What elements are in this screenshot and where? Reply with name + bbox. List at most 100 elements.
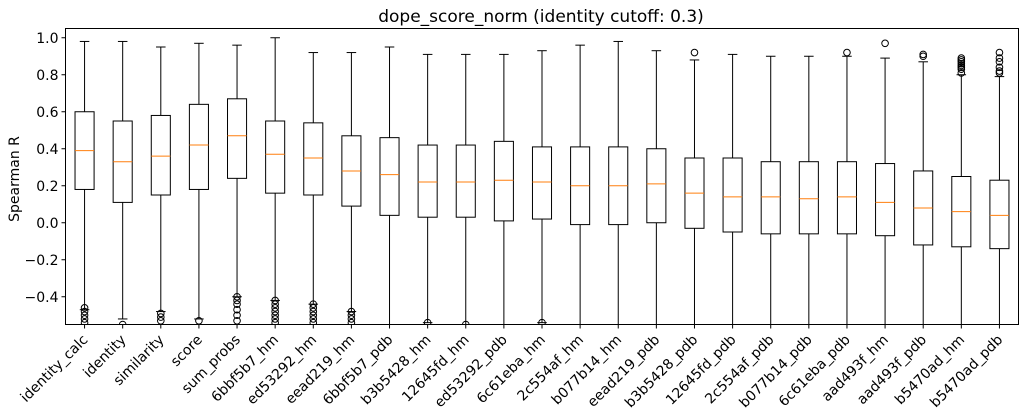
outlier-point (271, 318, 279, 325)
outlier-point (118, 320, 127, 325)
outlier-point (157, 309, 165, 318)
box-iqr (760, 161, 781, 235)
box-iqr (417, 144, 438, 218)
box-iqr (379, 137, 400, 216)
box-b3b5428_hm (417, 53, 438, 325)
box-iqr (227, 98, 248, 179)
outlier-point (919, 50, 928, 59)
box-score (188, 42, 209, 325)
plot-frame (65, 28, 1019, 325)
box-similarity (150, 46, 171, 325)
outlier-point (957, 54, 966, 62)
box-ed53292_hm (303, 52, 324, 325)
outlier-point (995, 54, 1004, 62)
outlier-point (80, 307, 89, 316)
box-identity_calc (74, 40, 95, 325)
box-iqr (646, 148, 667, 224)
outlier-point (80, 315, 89, 323)
box-6bbf5b7_hm (265, 37, 286, 325)
outlier-point (80, 318, 89, 325)
y-tick-label: 0.0 (36, 216, 58, 232)
outlier-point (233, 311, 241, 320)
box-b077b14_pdb (798, 55, 819, 325)
box-iqr (722, 157, 743, 233)
box-iqr (798, 161, 819, 235)
y-tick-label: −0.4 (25, 290, 59, 306)
outlier-point (271, 300, 279, 308)
outlier-point (690, 48, 699, 57)
outlier-point (843, 48, 851, 57)
box-b5470ad_pdb (989, 48, 1010, 325)
outlier-point (347, 311, 356, 320)
outlier-point (80, 311, 89, 320)
box-b5470ad_hm (951, 54, 972, 325)
outlier-point (233, 292, 241, 301)
box-iqr (265, 120, 286, 194)
box-2c554af_pdb (760, 55, 781, 325)
outlier-point (80, 304, 89, 312)
y-axis-label: Spearman R (7, 136, 23, 222)
box-iqr (875, 163, 896, 237)
outlier-point (233, 305, 241, 314)
box-eead219_hm (341, 52, 362, 325)
box-iqr (188, 103, 209, 190)
outlier-point (157, 313, 165, 321)
outlier-point (347, 307, 356, 316)
outlier-point (347, 318, 356, 325)
outlier-point (309, 300, 318, 308)
box-sum_probs (227, 44, 248, 325)
box-6c61eba_pdb (836, 48, 857, 325)
box-iqr (493, 140, 514, 222)
box-iqr (150, 114, 171, 196)
outlier-point (881, 39, 889, 48)
outlier-point (995, 58, 1004, 66)
box-12645fd_hm (455, 53, 476, 325)
box-iqr (455, 144, 476, 218)
outlier-point (309, 311, 318, 320)
outlier-point (309, 307, 318, 316)
plot-area: −0.4−0.20.00.20.40.60.81.0identity_calci… (18, 31, 1010, 411)
outlier-point (271, 304, 279, 312)
box-12645fd_pdb (722, 53, 743, 325)
y-tick-label: −0.2 (25, 253, 59, 269)
outlier-point (957, 69, 966, 77)
outlier-point (309, 315, 318, 323)
box-b077b14_hm (608, 40, 629, 325)
outlier-point (538, 318, 546, 325)
y-tick-label: 0.2 (36, 179, 58, 195)
outlier-point (271, 311, 279, 320)
chart-title: dope_score_norm (identity cutoff: 0.3) (378, 7, 704, 27)
outlier-point (309, 318, 318, 325)
outlier-point (995, 67, 1004, 75)
outlier-point (423, 318, 432, 325)
outlier-point (271, 315, 279, 323)
outlier-point (233, 300, 241, 308)
box-6bbf5b7_pdb (379, 46, 400, 325)
box-iqr (989, 179, 1010, 250)
box-b3b5428_pdb (684, 48, 705, 325)
y-tick-label: 0.8 (36, 68, 58, 84)
y-tick-label: 0.4 (36, 142, 58, 158)
outlier-point (995, 63, 1004, 72)
outlier-point (995, 48, 1004, 57)
box-iqr (303, 122, 324, 196)
box-aad493f_hm (875, 39, 896, 325)
outlier-point (271, 307, 279, 316)
outlier-point (347, 315, 356, 323)
outlier-point (233, 296, 241, 305)
y-tick-label: 0.6 (36, 105, 58, 121)
box-2c554af_hm (570, 44, 591, 325)
box-6c61eba_hm (531, 50, 553, 325)
box-aad493f_pdb (913, 50, 934, 325)
box-eead219_pdb (646, 50, 667, 325)
box-identity (112, 40, 133, 325)
box-iqr (531, 146, 553, 220)
y-tick-label: 1.0 (36, 31, 58, 47)
box-ed53292_pdb (493, 53, 514, 325)
outlier-point (309, 304, 318, 312)
box-iqr (836, 161, 857, 235)
outlier-point (271, 296, 279, 305)
outlier-point (461, 320, 470, 325)
boxes-group (74, 37, 1010, 325)
